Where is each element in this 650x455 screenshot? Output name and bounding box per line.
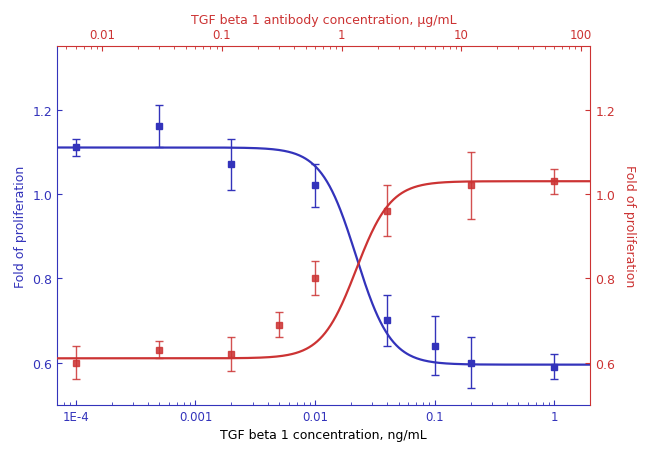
X-axis label: TGF beta 1 concentration, ng/mL: TGF beta 1 concentration, ng/mL xyxy=(220,428,427,441)
X-axis label: TGF beta 1 antibody concentration, μg/mL: TGF beta 1 antibody concentration, μg/mL xyxy=(191,14,457,27)
Y-axis label: Fold of proliferation: Fold of proliferation xyxy=(623,165,636,287)
Y-axis label: Fold of proliferation: Fold of proliferation xyxy=(14,165,27,287)
